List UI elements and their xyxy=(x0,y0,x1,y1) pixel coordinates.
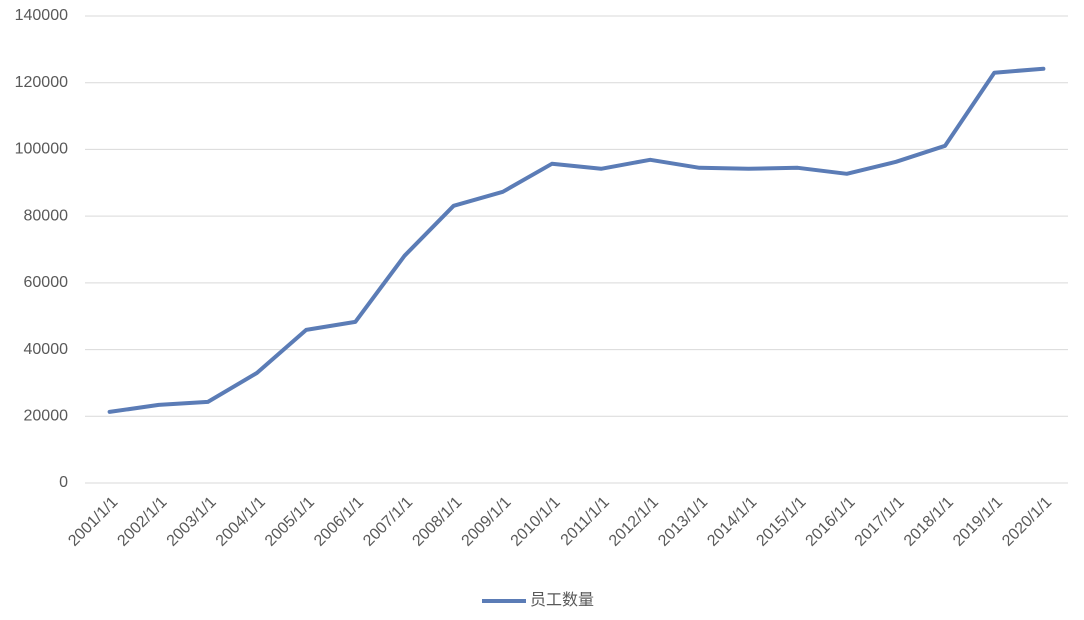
x-tick-label: 2003/1/1 xyxy=(164,494,220,550)
x-tick-label: 2012/1/1 xyxy=(606,494,662,550)
x-tick-label: 2009/1/1 xyxy=(459,494,515,550)
y-tick-label: 100000 xyxy=(15,141,68,158)
y-tick-label: 140000 xyxy=(15,7,68,24)
x-tick-label: 2010/1/1 xyxy=(508,494,564,550)
x-tick-label: 2015/1/1 xyxy=(753,494,809,550)
x-tick-label: 2014/1/1 xyxy=(704,494,760,550)
y-tick-label: 60000 xyxy=(24,274,69,291)
y-tick-label: 40000 xyxy=(24,341,69,358)
x-tick-label: 2019/1/1 xyxy=(950,494,1006,550)
y-tick-label: 80000 xyxy=(24,207,69,224)
x-tick-label: 2020/1/1 xyxy=(999,494,1055,550)
x-tick-label: 2007/1/1 xyxy=(360,494,416,550)
x-tick-label: 2008/1/1 xyxy=(409,494,465,550)
x-tick-label: 2004/1/1 xyxy=(213,494,269,550)
x-tick-label: 2005/1/1 xyxy=(262,494,318,550)
x-tick-label: 2011/1/1 xyxy=(558,494,613,549)
x-tick-label: 2002/1/1 xyxy=(114,494,170,550)
y-tick-label: 120000 xyxy=(15,74,68,91)
y-tick-label: 20000 xyxy=(24,408,69,425)
legend-label: 员工数量 xyxy=(530,591,594,609)
x-tick-label: 2001/1/1 xyxy=(65,494,121,550)
x-tick-label: 2006/1/1 xyxy=(311,494,367,550)
y-tick-label: 0 xyxy=(59,474,68,491)
x-tick-label: 2013/1/1 xyxy=(655,494,711,550)
line xyxy=(107,66,1046,414)
x-tick-label: 2017/1/1 xyxy=(852,494,908,550)
x-tick-label: 2016/1/1 xyxy=(803,494,859,550)
x-tick-label: 2018/1/1 xyxy=(901,494,957,550)
